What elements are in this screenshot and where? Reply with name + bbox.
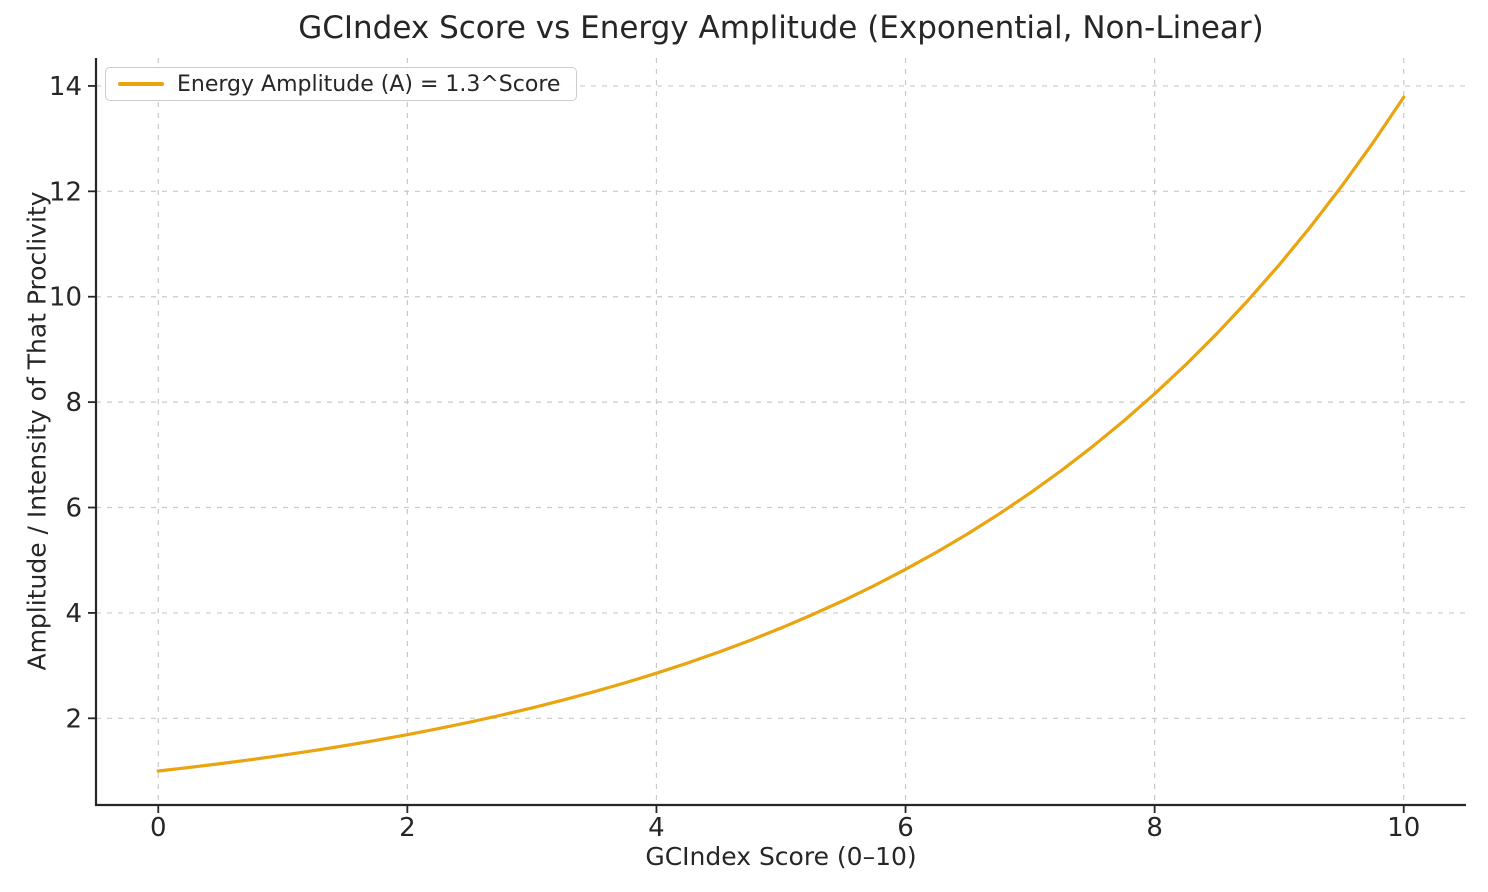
x-axis-label: GCIndex Score (0–10) — [645, 842, 917, 871]
x-tick-label: 8 — [1146, 813, 1163, 843]
y-tick-label: 8 — [65, 388, 82, 418]
x-tick-label: 0 — [150, 813, 167, 843]
y-tick-label: 6 — [65, 494, 82, 524]
x-tick-label: 2 — [399, 813, 416, 843]
y-tick-label: 10 — [49, 283, 82, 313]
legend: Energy Amplitude (A) = 1.3^Score — [105, 67, 578, 101]
legend-line-swatch — [118, 82, 164, 86]
y-tick-label: 2 — [65, 704, 82, 734]
y-tick-label: 4 — [65, 599, 82, 629]
x-tick-label: 4 — [648, 813, 665, 843]
x-tick-label: 10 — [1387, 813, 1420, 843]
y-tick-label: 12 — [49, 177, 82, 207]
x-tick-label: 6 — [897, 813, 914, 843]
series-line — [156, 95, 1406, 773]
chart-title: GCIndex Score vs Energy Amplitude (Expon… — [298, 10, 1264, 46]
y-tick-label: 14 — [49, 72, 82, 102]
legend-label: Energy Amplitude (A) = 1.3^Score — [177, 71, 561, 97]
